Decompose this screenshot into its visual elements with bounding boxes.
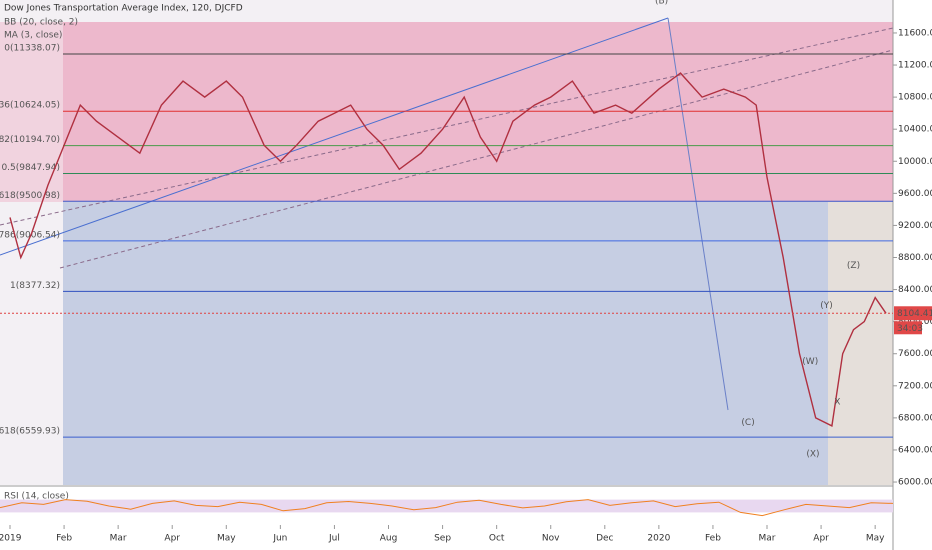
zone bbox=[63, 202, 828, 485]
x-tick-label: Apr bbox=[164, 534, 180, 544]
fib-label: 0.382(10194.70) bbox=[0, 135, 60, 145]
x-tick-label: Nov bbox=[542, 534, 560, 544]
y-tick-label: 10400.00 bbox=[898, 125, 932, 135]
zone bbox=[828, 202, 893, 485]
y-tick-label: 8400.00 bbox=[898, 285, 932, 295]
price-line bbox=[9, 72, 887, 427]
y-tick-label: 6800.00 bbox=[898, 413, 932, 423]
channel bbox=[0, 17, 669, 256]
x-tick-label: Aug bbox=[380, 534, 398, 544]
x-tick-label: Sep bbox=[434, 534, 451, 544]
rsi-band bbox=[0, 499, 893, 513]
wave-label: (W) bbox=[802, 357, 818, 367]
fib-label: 1.618(6559.93) bbox=[0, 427, 60, 437]
rsi-label: RSI (14, close) bbox=[4, 492, 69, 502]
x-tick-label: Apr bbox=[813, 534, 829, 544]
x-tick-label: Feb bbox=[705, 534, 721, 544]
wave-line bbox=[667, 17, 729, 411]
y-tick-label: 6000.00 bbox=[898, 478, 932, 488]
price-tag-label: 8104.41 bbox=[897, 309, 932, 319]
zone bbox=[63, 22, 893, 202]
wave-label: (Y) bbox=[820, 301, 833, 311]
channel bbox=[0, 27, 894, 226]
indicator: MA (3, close) bbox=[4, 31, 62, 41]
y-tick-label: 8800.00 bbox=[898, 253, 932, 263]
x-tick-label: Dec bbox=[596, 534, 613, 544]
price-tag bbox=[894, 306, 932, 321]
y-tick-label: 10800.00 bbox=[898, 93, 932, 103]
x-tick-label: 2019 bbox=[0, 534, 22, 544]
y-tick-label: 6400.00 bbox=[898, 445, 932, 455]
x-tick-label: Feb bbox=[56, 534, 72, 544]
x-tick-label: Mar bbox=[110, 534, 127, 544]
x-tick-label: May bbox=[217, 534, 236, 544]
wave-label: X bbox=[834, 397, 840, 407]
x-tick-label: Oct bbox=[489, 534, 505, 544]
y-tick-label: 7200.00 bbox=[898, 381, 932, 391]
x-tick-label: 2020 bbox=[647, 534, 670, 544]
channel bbox=[59, 49, 894, 269]
chart-title: Dow Jones Transportation Average Index, … bbox=[4, 4, 243, 14]
wave-label: (Z) bbox=[847, 261, 860, 271]
x-tick-label: May bbox=[866, 534, 885, 544]
fib-label: 0(11338.07) bbox=[4, 43, 60, 53]
wave-label: (X) bbox=[806, 449, 819, 459]
fib-label: 1(8377.32) bbox=[10, 281, 60, 291]
fib-label: 0.5(9847.94) bbox=[1, 163, 60, 173]
y-tick-label: 11600.00 bbox=[898, 28, 932, 38]
wave-label: (B) bbox=[655, 0, 668, 6]
indicator: BB (20, close, 2) bbox=[4, 18, 78, 28]
x-tick-label: Jul bbox=[328, 534, 340, 544]
rsi-line bbox=[0, 499, 894, 517]
x-tick-label: Mar bbox=[759, 534, 776, 544]
countdown: 34:03 bbox=[897, 324, 923, 334]
y-tick-label: 9600.00 bbox=[898, 189, 932, 199]
y-tick-label: 7600.00 bbox=[898, 349, 932, 359]
y-tick-label: 9200.00 bbox=[898, 221, 932, 231]
y-tick-label: 11200.00 bbox=[898, 61, 932, 71]
x-tick-label: Jun bbox=[272, 534, 287, 544]
y-tick-label: 10000.00 bbox=[898, 157, 932, 167]
zone bbox=[0, 22, 63, 202]
fib-label: 0.236(10624.05) bbox=[0, 101, 60, 111]
fib-label: 0.618(9500.98) bbox=[0, 191, 60, 201]
wave-label: (C) bbox=[741, 418, 754, 428]
countdown-tag bbox=[894, 321, 922, 335]
